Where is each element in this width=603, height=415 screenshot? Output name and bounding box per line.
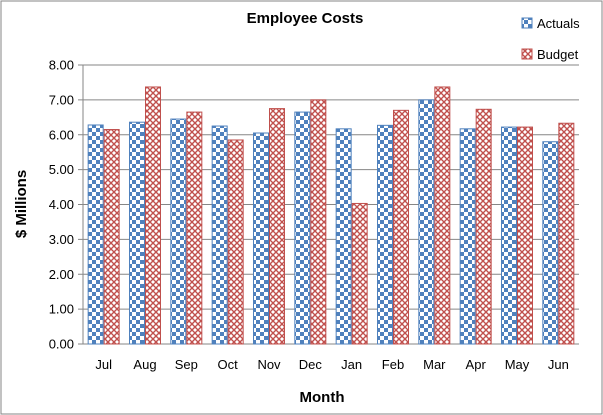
bar-actuals-mar [418, 99, 435, 345]
x-tick-label: May [505, 357, 530, 372]
bar-budget-oct [227, 139, 244, 345]
bar-actuals-aug [129, 121, 145, 345]
y-tick-label: 6.00 [49, 127, 74, 142]
x-tick-label: Feb [382, 357, 404, 372]
bar-actuals-apr [459, 128, 476, 345]
x-tick-label: Apr [466, 357, 487, 372]
y-tick-label: 0.00 [49, 337, 74, 352]
y-tick-label: 7.00 [49, 92, 74, 107]
bar-actuals-feb [377, 124, 393, 345]
x-tick-label: Jan [341, 357, 362, 372]
y-axis-title: $ Millions [13, 170, 30, 238]
bar-budget-jan [351, 202, 368, 345]
bar-budget-nov [269, 108, 285, 345]
y-tick-label: 3.00 [49, 232, 74, 247]
bar-budget-may [517, 126, 533, 345]
bar-actuals-jan [335, 128, 352, 345]
bar-actuals-sep [170, 118, 187, 345]
y-tick-label: 4.00 [49, 197, 74, 212]
y-tick-label: 1.00 [49, 302, 74, 317]
x-tick-label: Jul [95, 357, 112, 372]
bar-budget-aug [145, 86, 161, 345]
legend: Actuals Budget [521, 16, 580, 62]
bar-budget-mar [434, 86, 451, 345]
legend-swatch-actuals [521, 17, 533, 29]
legend-swatch-budget [521, 48, 533, 60]
bar-actuals-nov [253, 132, 269, 345]
legend-label-actuals: Actuals [537, 16, 580, 31]
y-tick-labels: 0.00 1.00 2.00 3.00 4.00 5.00 6.00 7.00 8.00 [49, 58, 74, 352]
chart-title: Employee Costs [247, 10, 364, 27]
x-tick-labels: Jul Aug Sep Oct Nov Dec Jan Feb Mar Apr May Jun [95, 357, 568, 372]
bar-actuals-dec [294, 111, 311, 345]
bar-actuals-may [501, 126, 517, 345]
x-axis-title: Month [300, 389, 345, 406]
x-tick-label: Dec [299, 357, 323, 372]
x-tick-label: Oct [218, 357, 239, 372]
bar-budget-sep [186, 111, 203, 345]
bars [87, 86, 575, 345]
y-tick-label: 5.00 [49, 162, 74, 177]
y-tick-label: 2.00 [49, 267, 74, 282]
bar-budget-feb [393, 109, 409, 345]
bar-budget-jun [558, 122, 575, 345]
y-tick-label: 8.00 [49, 58, 74, 73]
bar-budget-dec [310, 99, 327, 345]
legend-label-budget: Budget [537, 47, 579, 62]
x-tick-label: Jun [548, 357, 569, 372]
x-tick-label: Aug [133, 357, 156, 372]
bar-actuals-oct [211, 125, 228, 345]
bar-actuals-jul [87, 124, 104, 345]
bar-budget-apr [475, 108, 492, 345]
x-tick-label: Mar [423, 357, 446, 372]
bar-actuals-jun [542, 141, 559, 345]
gridlines [78, 64, 579, 345]
x-tick-label: Sep [175, 357, 198, 372]
bar-budget-jul [103, 129, 120, 345]
x-tick-label: Nov [257, 357, 281, 372]
